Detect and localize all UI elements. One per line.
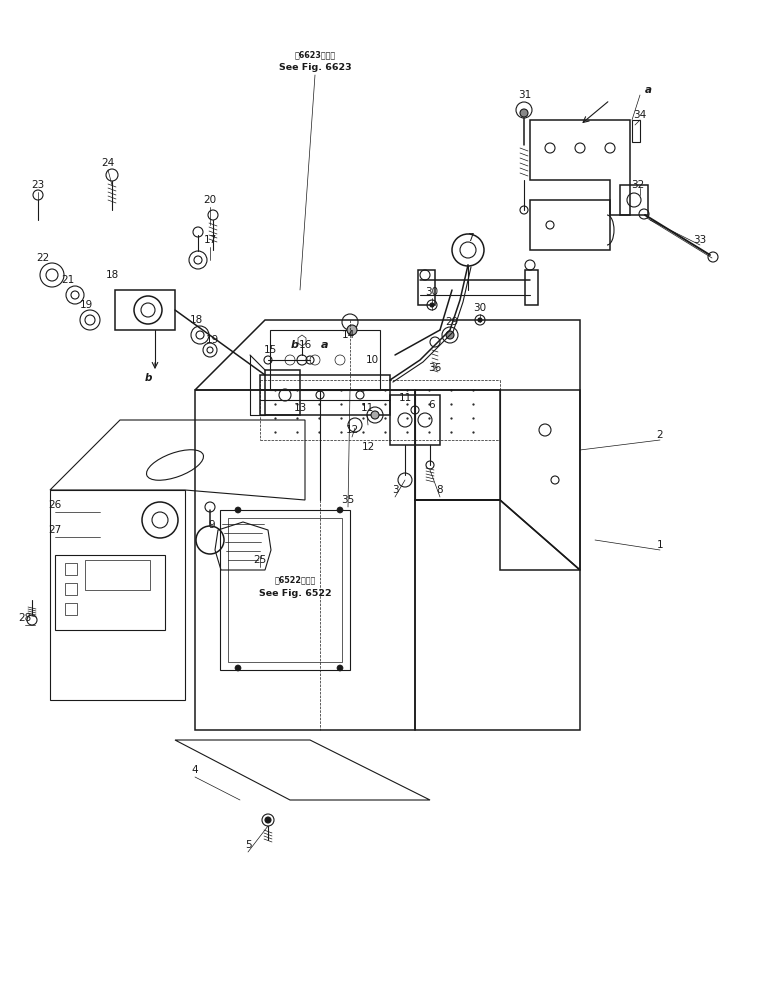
Circle shape [520, 109, 528, 117]
Text: 20: 20 [204, 195, 217, 205]
Text: 10: 10 [366, 355, 378, 365]
Text: 32: 32 [632, 180, 644, 190]
Circle shape [337, 665, 343, 671]
Text: 第6522図参照: 第6522図参照 [274, 575, 315, 585]
Bar [228, 518, 342, 662]
Bar [65, 563, 77, 575]
Text: 31: 31 [518, 90, 532, 100]
Text: 14: 14 [341, 330, 355, 340]
Circle shape [430, 303, 434, 307]
Circle shape [337, 507, 343, 513]
Text: 11: 11 [360, 403, 374, 413]
Circle shape [235, 665, 241, 671]
Circle shape [265, 817, 271, 823]
Text: 22: 22 [36, 253, 49, 263]
Bar [620, 185, 648, 215]
Text: 1: 1 [657, 540, 663, 550]
Text: 11: 11 [398, 393, 412, 403]
Text: 23: 23 [31, 180, 45, 190]
Text: 30: 30 [473, 303, 486, 313]
Text: b: b [291, 340, 299, 350]
Text: 7: 7 [467, 233, 473, 243]
Text: 19: 19 [205, 335, 219, 345]
Text: 18: 18 [189, 315, 203, 325]
Text: 34: 34 [633, 110, 647, 120]
Text: 24: 24 [101, 158, 115, 168]
Text: 29: 29 [445, 317, 458, 327]
Text: 36: 36 [429, 363, 442, 373]
Bar [220, 510, 350, 670]
Text: 27: 27 [49, 525, 62, 535]
Circle shape [235, 507, 241, 513]
Bar [55, 555, 165, 630]
Text: 6: 6 [429, 400, 435, 410]
Text: See Fig. 6522: See Fig. 6522 [258, 589, 331, 598]
Text: 18: 18 [106, 270, 119, 280]
Text: 15: 15 [264, 345, 277, 355]
Text: See Fig. 6623: See Fig. 6623 [279, 64, 351, 73]
Text: 28: 28 [18, 613, 32, 623]
Text: 17: 17 [204, 235, 217, 245]
Text: 8: 8 [437, 485, 443, 495]
Bar [632, 120, 640, 142]
Text: 35: 35 [341, 495, 355, 505]
Text: 3: 3 [391, 485, 398, 495]
Text: a: a [321, 340, 329, 350]
Text: 4: 4 [192, 765, 198, 775]
Text: b: b [144, 373, 152, 383]
Circle shape [478, 318, 482, 322]
Circle shape [446, 331, 454, 339]
Text: 12: 12 [361, 442, 375, 452]
Circle shape [347, 325, 357, 335]
Bar [85, 560, 150, 590]
Text: a: a [644, 85, 651, 95]
Text: 13: 13 [293, 403, 306, 413]
Bar [65, 583, 77, 595]
Text: 21: 21 [62, 275, 74, 285]
Bar [65, 603, 77, 615]
Text: 30: 30 [426, 287, 439, 297]
Text: 19: 19 [79, 300, 93, 310]
Text: 2: 2 [657, 430, 663, 440]
Text: 9: 9 [209, 520, 215, 530]
Text: 25: 25 [253, 555, 267, 565]
Text: 12: 12 [345, 425, 359, 435]
Text: 26: 26 [49, 500, 62, 510]
Text: 16: 16 [299, 340, 312, 350]
Text: 第6623図参照: 第6623図参照 [294, 50, 336, 60]
Text: 5: 5 [245, 840, 252, 850]
Circle shape [371, 411, 379, 419]
Text: 33: 33 [693, 235, 707, 245]
